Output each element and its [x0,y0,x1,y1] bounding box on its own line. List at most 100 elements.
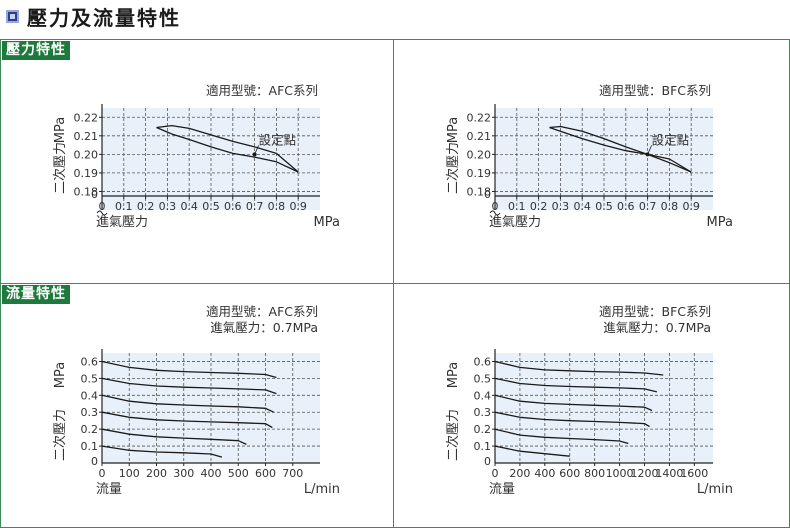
x-tick-label: 0.1 [508,200,526,213]
x-tick-label: 0.6 [224,200,242,213]
x-tick-label: 400 [534,467,555,480]
x-tick-label: 300 [173,467,194,480]
x-tick-label: 0 [492,200,499,213]
y-tick-label: 0.4 [474,389,492,402]
x-tick-label: 0.1 [115,200,133,213]
x-tick-label: 0.9 [289,200,307,213]
x-tick-label: 600 [559,467,580,480]
series-line-4 [101,411,273,429]
x-tick-label: 100 [119,467,140,480]
series-line-5 [101,428,247,445]
model-label: 適用型號：AFC系列 [206,83,318,98]
y-tick-label: 0.6 [474,355,492,368]
y-axis-unit: MPa [446,117,461,143]
y-tick-label: 0.20 [467,148,492,161]
x-tick-label: 0.6 [617,200,635,213]
y-axis-label: 二次壓力 [445,142,461,194]
x-tick-label: 0.3 [552,200,570,213]
model-label: 適用型號：BFC系列 [599,304,711,319]
frame-divider-horizontal [0,283,790,284]
y-tick-label: 0.2 [474,423,492,436]
note-line: 進氣壓力：0.7MPa [210,320,318,335]
x-tick-label: 0.7 [246,200,264,213]
y-origin-label: 0 [484,188,491,201]
x-tick-label: 0.8 [661,200,679,213]
series-line-4 [494,411,650,428]
x-tick-label: 1000 [606,467,634,480]
chart-afc-pressure: 0.18 0.19 0.20 0.21 0.22 0 0 0.1 0.2 0.3 0.4 0.5 0.6… [40,78,370,258]
y-axis-label: 二次壓力 [445,409,461,461]
y-tick-label: 0.1 [81,440,99,453]
page-title-text: 壓力及流量特性 [27,5,181,30]
chart-bfc-flow: 0.1 0.2 0.3 0.4 0.5 0.6 0 0 200 400 600 800 1000 1200… [433,297,763,505]
y-tick-label: 0.4 [81,389,99,402]
y-axis-unit: MPa [53,117,68,143]
x-tick-label: 1600 [680,467,708,480]
x-tick-label: 0.3 [159,200,177,213]
series-line-6 [101,445,223,458]
note-line: 進氣壓力：0.7MPa [603,320,711,335]
y-tick-label: 0.21 [467,130,492,143]
x-tick-label: 0.4 [573,200,591,213]
setpoint-annotation: 設定點 [652,132,690,147]
series-line-6 [494,445,570,457]
x-tick-label: 400 [201,467,222,480]
model-label: 適用型號：BFC系列 [599,83,711,98]
x-tick-label: 0.2 [530,200,548,213]
x-tick-label: 800 [584,467,605,480]
section-label-flow: 流量特性 [2,285,70,304]
x-tick-label: 0.9 [682,200,700,213]
model-label: 適用型號：AFC系列 [206,304,318,319]
x-tick-label: 500 [228,467,249,480]
y-axis-label: 二次壓力 [52,142,68,194]
square-bullet-icon [6,9,19,23]
chart-svg-bfc-pressure: 0.18 0.19 0.20 0.21 0.22 00 0.1 0.2 0.3 0.4 0.5 0.6… [445,83,733,230]
series-line-5 [494,428,629,445]
y-tick-label: 0.22 [467,111,492,124]
series-line-1 [549,125,692,173]
x-tick-label: 0.8 [268,200,286,213]
y-axis-label: 二次壓力 [52,409,68,461]
y-tick-label: 0.19 [74,167,99,180]
plot-area [495,353,713,463]
x-tick-label: 200 [146,467,167,480]
y-tick-label: 0.3 [81,406,99,419]
series-line-3 [101,394,274,413]
chart-svg-bfc-flow: 0.1 0.2 0.3 0.4 0.5 0.6 00 200 400 600 800 10001200… [445,304,733,497]
chart-svg-afc-pressure: 0.18 0.19 0.20 0.21 0.22 00 0.1 0.2 0.3 0.4 0.5 0.6… [52,83,340,230]
x-axis-label: 進氣壓力 [96,215,148,230]
setpoint-marker [645,152,650,157]
x-axis-label: 流量 [489,482,515,497]
series-line-2 [101,377,277,395]
x-tick-label: 0 [99,200,106,213]
y-axis-unit: MPa [53,362,68,388]
setpoint-marker [252,152,257,157]
y-tick-label: 0.20 [74,148,99,161]
y-tick-label: 0.6 [81,355,99,368]
y-axis-unit: MPa [446,362,461,388]
x-tick-label: 600 [255,467,276,480]
y-tick-label: 0.5 [474,372,492,385]
x-tick-label: 700 [282,467,303,480]
y-tick-label: 0.21 [74,130,99,143]
y-tick-label: 0.1 [474,440,492,453]
setpoint-leader [647,145,652,155]
x-tick-label: 0.5 [595,200,613,213]
y-origin-label: 0 [484,455,491,468]
x-tick-label: 0 [99,467,106,480]
y-tick-label: 0.18 [467,185,492,198]
series-line-3 [494,394,653,412]
section-label-pressure: 壓力特性 [2,41,70,60]
y-origin-label: 0 [91,188,98,201]
series-line-2 [494,377,658,393]
x-tick-label: 200 [509,467,530,480]
x-axis-unit: L/min [697,482,733,497]
setpoint-annotation: 設定點 [259,132,297,147]
y-origin-label: 0 [91,455,98,468]
axis-break-mark [96,210,108,216]
page-title: 壓力及流量特性 [6,4,181,30]
y-tick-label: 0.3 [474,406,492,419]
chart-bfc-pressure: 0.18 0.19 0.20 0.21 0.22 0 0 0.1 0.2 0.3 0.4 0.5 0.6… [433,78,763,258]
y-tick-label: 0.2 [81,423,99,436]
x-tick-label: 0 [492,467,499,480]
